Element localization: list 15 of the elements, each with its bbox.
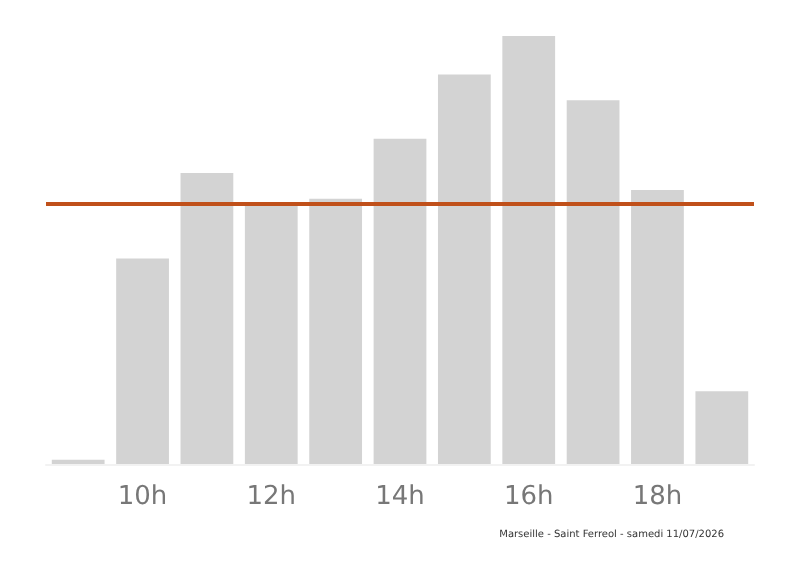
bar: [502, 36, 556, 464]
bar: [180, 172, 234, 464]
bar: [116, 258, 169, 464]
x-tick-label: 10h: [117, 482, 168, 512]
bar: [695, 391, 749, 464]
bar: [244, 202, 298, 464]
bar: [309, 198, 363, 464]
x-tick-label: 18h: [632, 482, 683, 512]
bar: [631, 190, 684, 464]
x-tick-label: 14h: [375, 482, 425, 512]
bar: [373, 138, 427, 464]
bar: [566, 100, 620, 464]
x-tick-label: 12h: [246, 482, 297, 512]
bar: [437, 74, 491, 464]
x-tick-label: 16h: [503, 482, 554, 512]
